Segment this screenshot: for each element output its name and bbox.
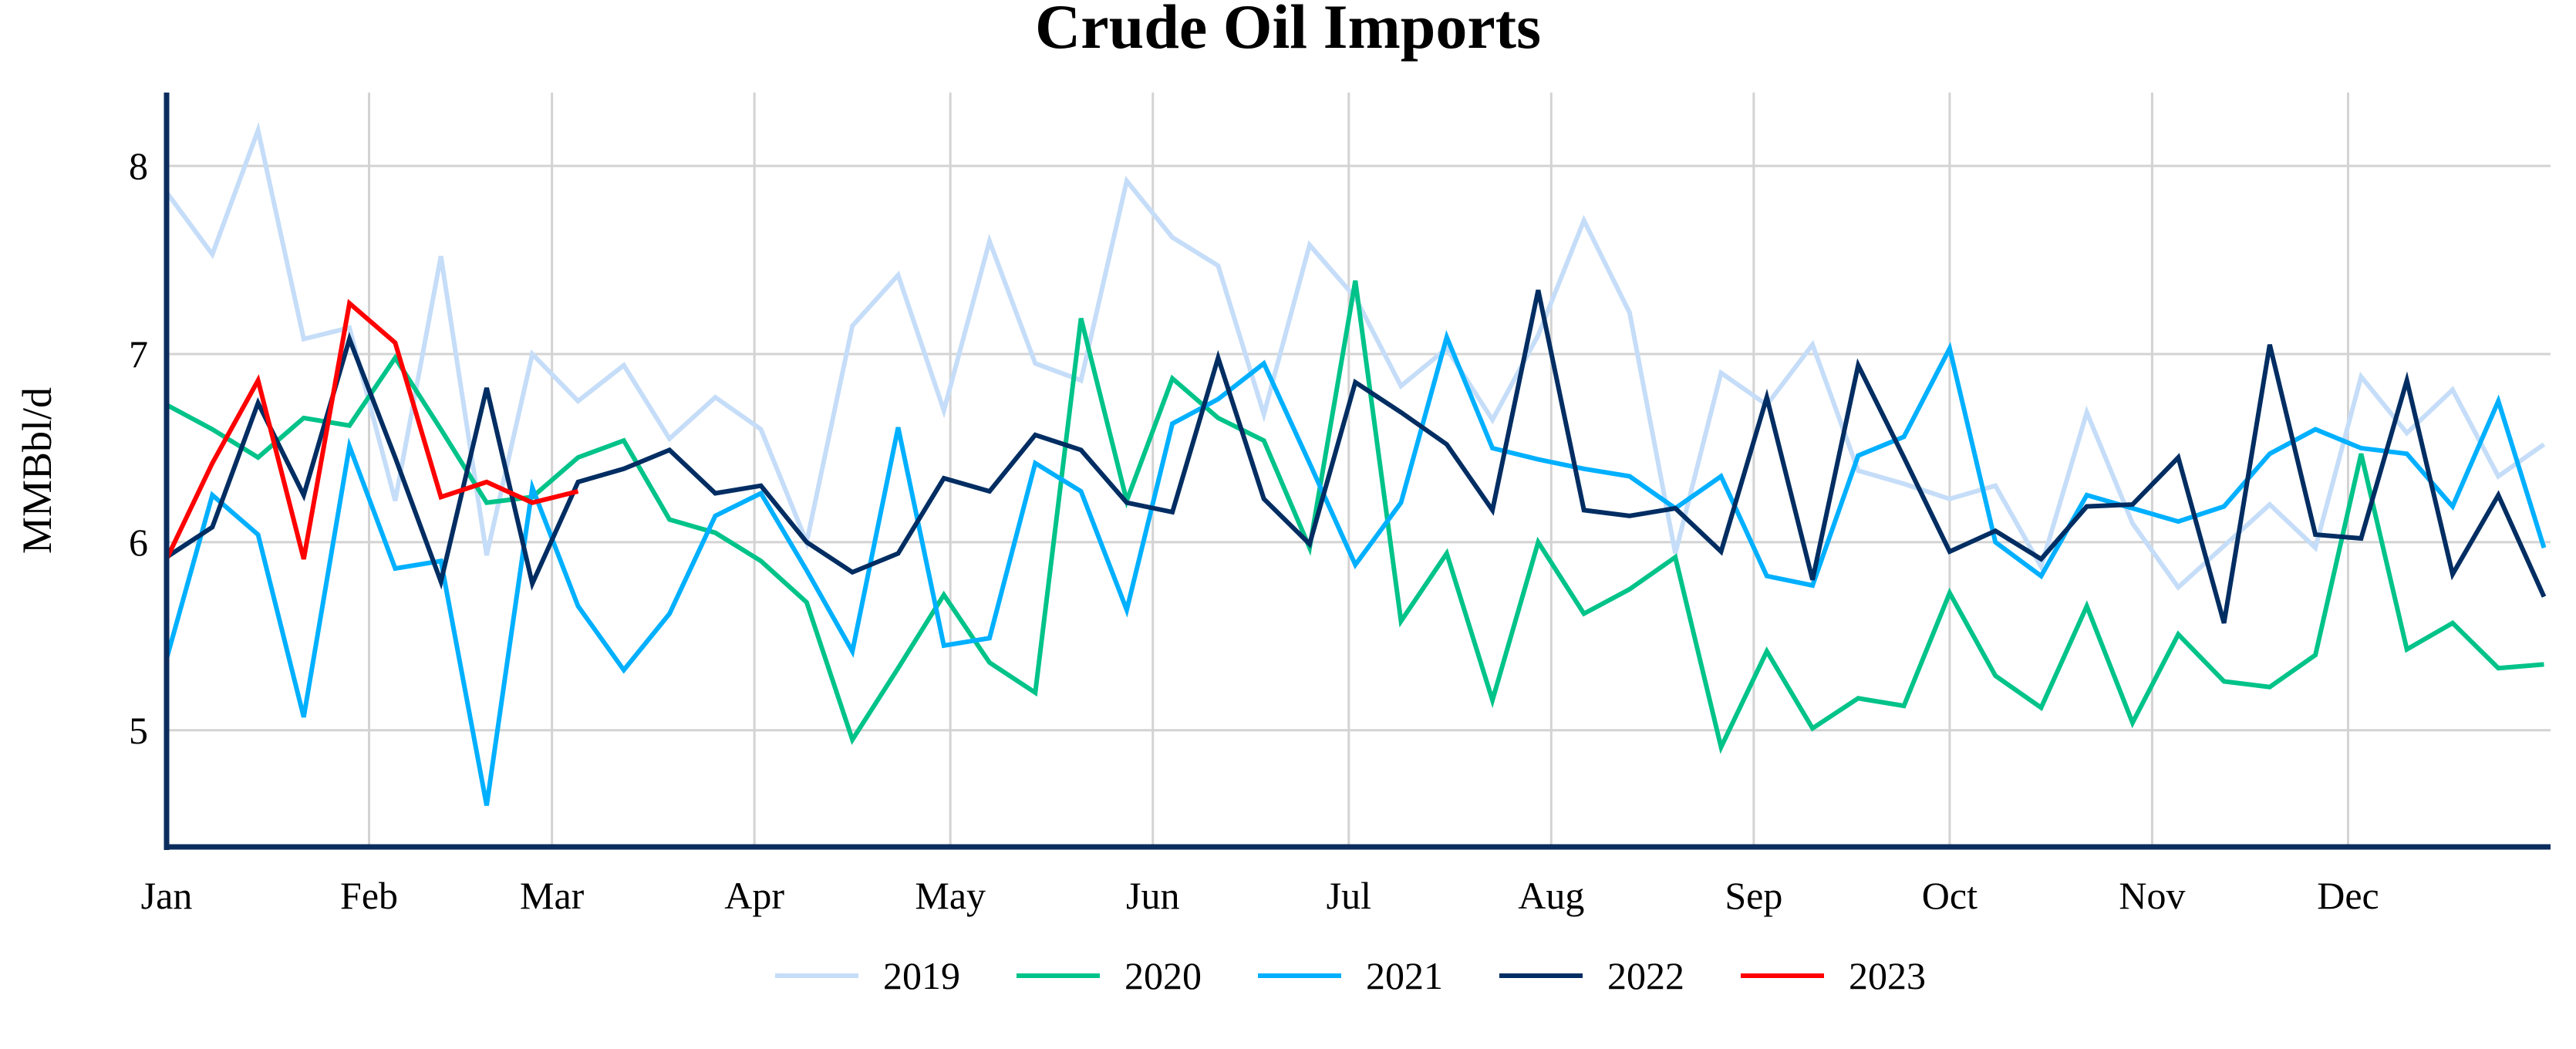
x-tick-label: Jun	[1126, 874, 1179, 917]
axes	[164, 93, 2551, 850]
y-tick-label: 5	[129, 709, 148, 752]
legend-label-2020: 2020	[1124, 954, 1202, 997]
x-tick-label: Oct	[1922, 874, 1978, 917]
series-line-2022	[165, 289, 2547, 624]
x-tick-label: Nov	[2119, 874, 2185, 917]
gridlines	[167, 93, 2551, 847]
legend-label-2023: 2023	[1849, 954, 1926, 997]
legend-label-2021: 2021	[1366, 954, 1443, 997]
x-tick-label: Sep	[1725, 874, 1782, 917]
x-tick-label: May	[915, 874, 986, 917]
y-axis-label: MMBbl/d	[14, 387, 60, 554]
x-tick-label: Feb	[340, 874, 398, 917]
y-tick-label: 6	[129, 521, 148, 564]
x-tick-label: Jul	[1327, 874, 1371, 917]
legend: 2019 2020 2021 2022 2023	[775, 954, 1926, 997]
series-line-2021	[164, 329, 2547, 806]
y-tick-label: 8	[129, 144, 148, 187]
chart-title: Crude Oil Imports	[1035, 0, 1541, 62]
series-line-2020	[165, 280, 2544, 754]
x-tick-label: Dec	[2317, 874, 2379, 917]
x-tick-labels: Jan Feb Mar Apr May Jun Jul Aug Sep Oct Nov Dec	[141, 874, 2379, 917]
x-tick-label: Aug	[1518, 874, 1584, 917]
series-lines	[164, 122, 2547, 806]
y-tick-label: 7	[129, 332, 148, 376]
x-tick-label: Mar	[520, 874, 585, 917]
series-line-2023	[164, 299, 579, 561]
x-tick-label: Jan	[141, 874, 193, 917]
y-tick-labels: 5 6 7 8	[129, 144, 148, 752]
x-tick-label: Apr	[724, 874, 784, 917]
legend-label-2022: 2022	[1607, 954, 1684, 997]
legend-label-2019: 2019	[883, 954, 960, 997]
